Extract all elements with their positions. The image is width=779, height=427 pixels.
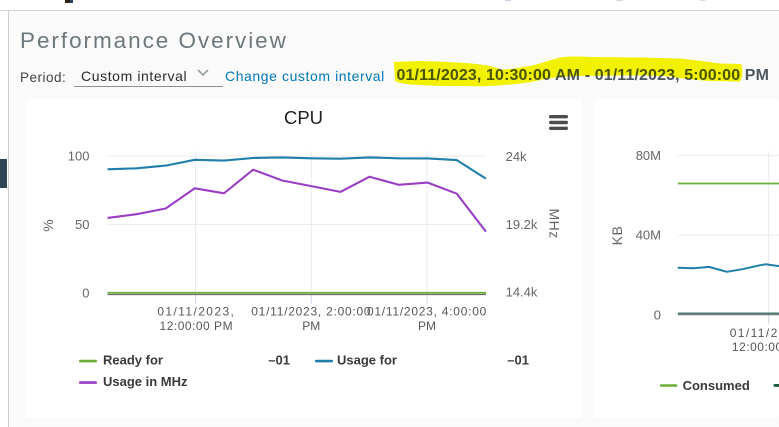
svg-text:0: 0 bbox=[654, 307, 661, 322]
svg-text:01/11/2023, 4:00:00: 01/11/2023, 4:00:00 bbox=[367, 305, 487, 319]
svg-text:–01: –01 bbox=[268, 353, 290, 368]
svg-text:80M: 80M bbox=[636, 148, 661, 163]
svg-text:0: 0 bbox=[82, 286, 89, 301]
svg-text:%: % bbox=[40, 219, 56, 231]
svg-text:01/11/2023,: 01/11/2023, bbox=[157, 305, 235, 319]
svg-text:50: 50 bbox=[75, 217, 89, 232]
svg-text:24k: 24k bbox=[506, 149, 527, 164]
svg-text:Usage for: Usage for bbox=[337, 353, 397, 368]
svg-text:KB: KB bbox=[609, 226, 625, 246]
svg-text:CPU: CPU bbox=[284, 107, 323, 128]
svg-text:–01: –01 bbox=[507, 353, 529, 368]
svg-text:01/11/2023,: 01/11/2023, bbox=[730, 326, 779, 340]
svg-text:19.2k: 19.2k bbox=[506, 217, 538, 232]
svg-text:Usage in MHz: Usage in MHz bbox=[103, 374, 188, 389]
svg-text:Ready for: Ready for bbox=[103, 353, 163, 368]
svg-text:40M: 40M bbox=[636, 228, 661, 243]
svg-text:14.4k: 14.4k bbox=[506, 285, 538, 300]
svg-text:MHz: MHz bbox=[547, 208, 563, 238]
svg-text:12:00:00 PM: 12:00:00 PM bbox=[732, 340, 779, 354]
svg-text:Consumed: Consumed bbox=[683, 378, 750, 393]
svg-text:01/11/2023, 2:00:00: 01/11/2023, 2:00:00 bbox=[251, 305, 371, 319]
svg-text:100: 100 bbox=[68, 149, 90, 164]
svg-text:PM: PM bbox=[418, 319, 436, 333]
svg-text:12:00:00 PM: 12:00:00 PM bbox=[160, 319, 234, 333]
svg-text:PM: PM bbox=[302, 319, 320, 333]
